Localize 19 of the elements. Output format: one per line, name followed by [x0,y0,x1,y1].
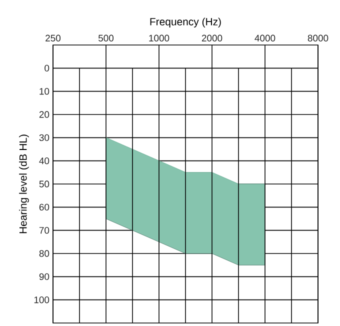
y-tick-label: 90 [39,273,50,280]
x-tick-label: 500 [98,34,114,42]
y-tick-label: 40 [39,157,50,164]
x-axis-title: Frequency (Hz) [150,18,221,28]
y-tick-label: 70 [39,226,50,234]
x-tick-label: 8000 [308,34,328,42]
y-tick-label: 0 [44,64,50,72]
y-tick-label: 20 [39,111,50,118]
y-tick-label: 50 [39,180,50,188]
y-tick-label: 80 [39,250,50,257]
y-tick-label: 60 [39,204,50,211]
x-tick-label: 4000 [254,34,276,42]
y-tick-label: 10 [40,88,50,95]
x-tick-label: 250 [46,34,61,42]
x-tick-label: 1000 [149,34,170,42]
y-axis-title: Hearing level (dB HL) [19,134,29,234]
y-tick-label: 100 [34,296,50,304]
y-tick-label: 30 [39,134,50,142]
x-tick-label: 2000 [202,34,222,42]
